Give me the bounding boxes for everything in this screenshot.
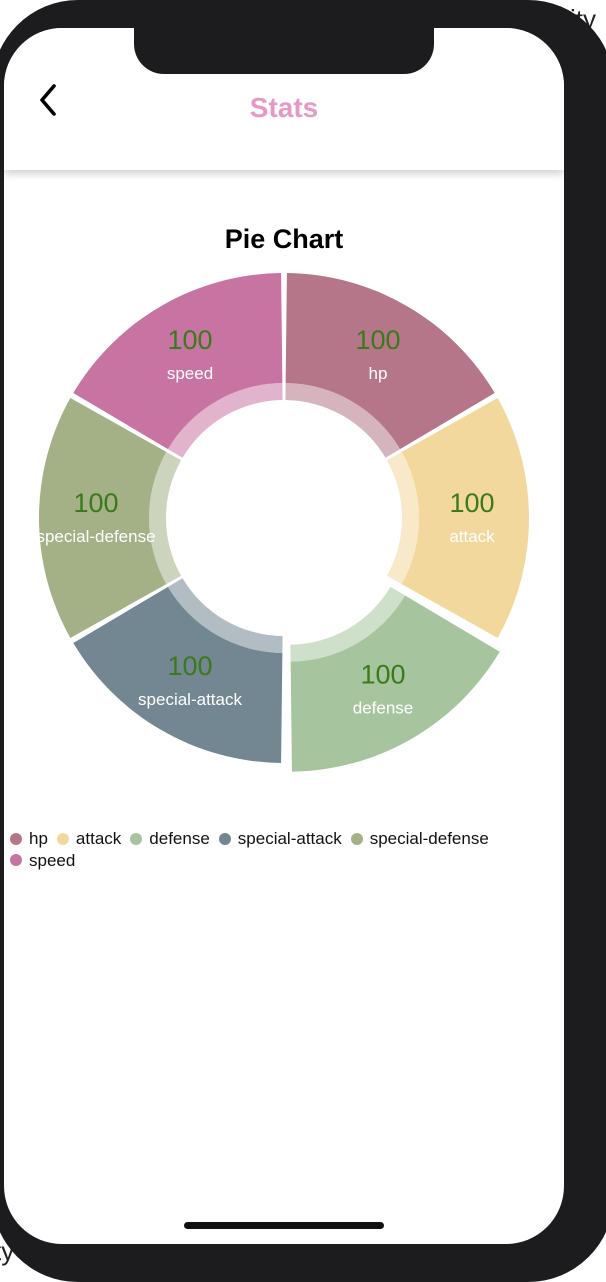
data-label-category: attack — [449, 527, 495, 546]
data-label-category: special-attack — [138, 690, 242, 709]
pie-slice-ring-hp — [285, 383, 401, 458]
pie-slice-defense[interactable] — [290, 595, 500, 772]
legend-label: attack — [75, 829, 122, 848]
page-title: Stats — [249, 92, 319, 123]
phone-screen: Stats Pie Chart 100 hp 100 attack 100 defense… — [4, 28, 564, 1244]
data-label-value: 100 — [73, 488, 118, 518]
legend-item-hp[interactable]: hp — [10, 828, 48, 849]
legend-swatch — [350, 832, 363, 845]
data-label-category: defense — [353, 698, 414, 717]
data-label-category: hp — [369, 364, 388, 383]
pie-slice-group-speed: 100 speed — [73, 273, 283, 458]
home-indicator — [184, 1222, 384, 1229]
pie-slice-attack[interactable] — [401, 398, 529, 638]
legend-label: defense — [149, 829, 210, 848]
data-label-value: 100 — [355, 325, 400, 355]
device-notch — [134, 22, 434, 74]
legend-swatch — [10, 832, 22, 845]
data-label-category: special-defense — [36, 527, 155, 546]
pie-slice-group-special-attack: 100 special-attack — [73, 578, 283, 763]
data-label-category: speed — [167, 364, 213, 383]
chart-legend: hp attack defense special-attack special-def… — [10, 828, 550, 871]
data-label-value: 100 — [360, 659, 405, 689]
back-button[interactable] — [34, 80, 68, 120]
legend-label: special-defense — [369, 829, 489, 848]
pie-chart: 100 hp 100 attack 100 defense 100 special-attac… — [36, 273, 529, 772]
legend-item-defense[interactable]: defense — [130, 828, 210, 849]
legend-item-special-defense[interactable]: special-defense — [350, 828, 489, 849]
legend-item-special-attack[interactable]: special-attack — [218, 828, 342, 849]
legend-item-attack[interactable]: attack — [56, 828, 122, 849]
pie-slice-group-special-defense: 100 special-defense — [36, 398, 182, 638]
legend-swatch — [56, 832, 69, 845]
pie-slice-special-defense[interactable] — [38, 398, 167, 638]
pie-slice-ring-special-attack — [167, 578, 283, 653]
legend-label: speed — [29, 850, 76, 870]
legend-item-speed[interactable]: speed — [10, 850, 75, 871]
pie-slice-ring-special-defense — [149, 451, 182, 585]
pie-slice-ring-defense — [290, 586, 406, 662]
chart-title: Pie Chart — [224, 224, 344, 254]
pie-slice-special-attack[interactable] — [73, 586, 283, 763]
legend-swatch — [130, 832, 143, 845]
pie-slice-hp[interactable] — [285, 273, 495, 450]
legend-label: hp — [29, 829, 48, 848]
pie-slice-group-hp: 100 hp — [285, 273, 495, 458]
pie-slice-group-attack: 100 attack — [386, 398, 529, 638]
pie-slice-group-defense: 100 defense — [290, 586, 500, 772]
pie-slice-ring-attack — [386, 451, 420, 585]
legend-label: special-attack — [237, 829, 342, 848]
data-label-value: 100 — [167, 651, 212, 681]
data-label-value: 100 — [449, 488, 494, 518]
pie-slice-ring-speed — [167, 383, 283, 458]
legend-swatch — [10, 854, 22, 866]
pie-slice-speed[interactable] — [73, 273, 283, 450]
data-label-value: 100 — [167, 325, 212, 355]
chevron-left-icon — [40, 84, 56, 116]
legend-swatch — [218, 832, 231, 845]
